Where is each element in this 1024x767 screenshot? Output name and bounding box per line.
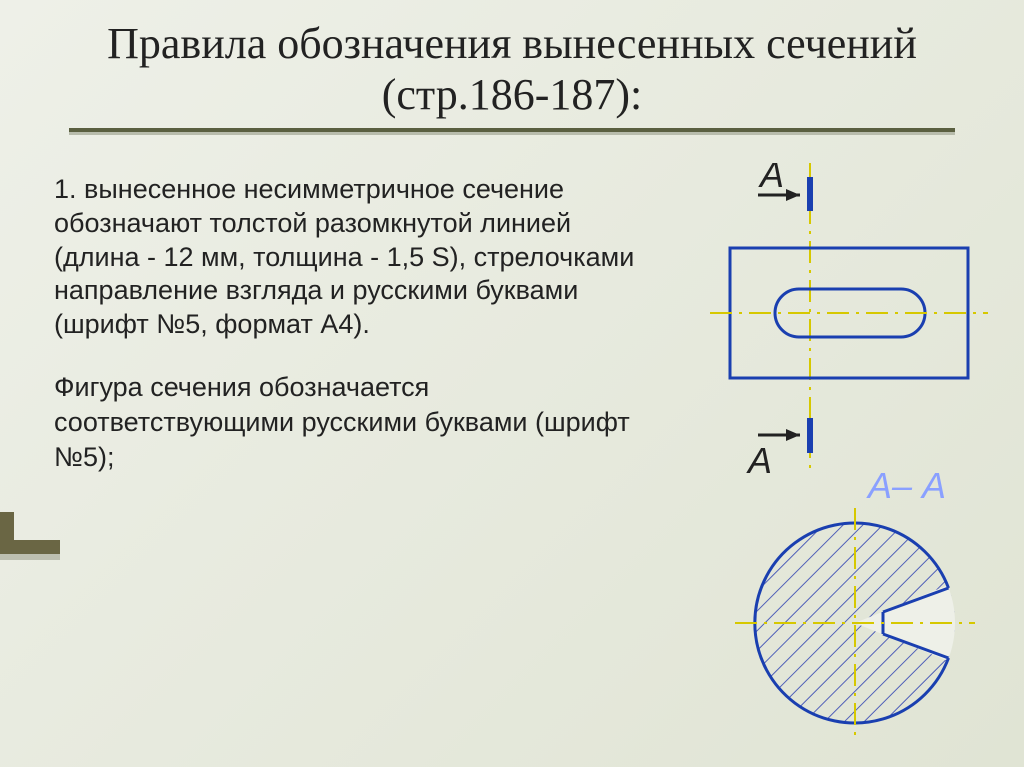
technical-drawing: А А А– А xyxy=(650,163,990,763)
text-column: 1. вынесенное несимметричное сечение обо… xyxy=(20,173,650,475)
section-letter-top: А xyxy=(758,163,784,195)
list-number: 1. xyxy=(54,174,77,204)
paragraph-2: Фигура сечения обозначается соответствую… xyxy=(54,370,650,475)
page-title: Правила обозначения вынесенных сечений (… xyxy=(30,18,994,120)
section-view xyxy=(735,508,990,738)
paragraph-1: 1. вынесенное несимметричное сечение обо… xyxy=(54,173,650,342)
title-block: Правила обозначения вынесенных сечений (… xyxy=(0,0,1024,145)
section-label: А– А xyxy=(866,465,946,506)
title-rule-shadow xyxy=(69,132,956,135)
section-letter-bottom: А xyxy=(746,440,772,481)
slide: Правила обозначения вынесенных сечений (… xyxy=(0,0,1024,767)
content-row: 1. вынесенное несимметричное сечение обо… xyxy=(0,145,1024,475)
para1-text: вынесенное несимметричное сечение обозна… xyxy=(54,174,634,339)
figure-column: А А А– А xyxy=(650,173,1004,475)
